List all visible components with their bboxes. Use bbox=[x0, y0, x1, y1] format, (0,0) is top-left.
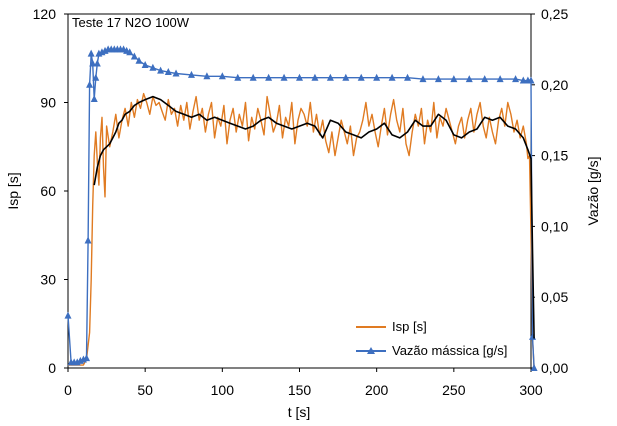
y-tick-label: 120 bbox=[33, 6, 57, 22]
legend-isp-label: Isp [s] bbox=[392, 319, 427, 334]
legend: Isp [s] Vazão mássica [g/s] bbox=[356, 319, 507, 358]
series-layer bbox=[64, 45, 538, 371]
y-tick-label: 0 bbox=[48, 360, 56, 376]
x-tick-label: 0 bbox=[64, 382, 72, 398]
y-axis-title: Isp [s] bbox=[5, 172, 21, 209]
mass-flow-point bbox=[87, 49, 95, 57]
mass-flow-point bbox=[126, 48, 134, 56]
legend-flow-marker bbox=[367, 347, 375, 354]
mass-flow-point bbox=[141, 60, 149, 68]
mass-flow-point bbox=[249, 73, 257, 81]
y2-tick-label: 0,10 bbox=[541, 218, 568, 234]
mass-flow-point bbox=[92, 73, 100, 81]
mass-flow-point bbox=[481, 75, 489, 83]
mass-flow-point bbox=[373, 73, 381, 81]
y-tick-label: 30 bbox=[40, 272, 56, 288]
y2-tick-label: 0,15 bbox=[541, 148, 568, 164]
y-tick-label: 90 bbox=[40, 95, 56, 111]
mass-flow-point bbox=[164, 68, 172, 76]
mass-flow-point bbox=[527, 76, 535, 84]
x-tick-label: 300 bbox=[519, 382, 543, 398]
moving-average-line bbox=[93, 95, 535, 339]
mass-flow-point bbox=[130, 52, 138, 60]
mass-flow-point bbox=[84, 236, 92, 244]
x-tick-label: 100 bbox=[211, 382, 235, 398]
mass-flow-point bbox=[357, 73, 365, 81]
chart-annotation: Teste 17 N2O 100W bbox=[72, 15, 190, 30]
mass-flow-point bbox=[512, 75, 520, 83]
mass-flow-point bbox=[280, 73, 288, 81]
isp-series-line bbox=[68, 92, 535, 369]
mass-flow-point bbox=[203, 72, 211, 80]
mass-flow-point bbox=[187, 70, 195, 78]
left-axis-ticks: 0 30 60 90 120 bbox=[33, 6, 68, 376]
mass-flow-point bbox=[326, 73, 334, 81]
mass-flow-point bbox=[388, 73, 396, 81]
mass-flow-point bbox=[419, 75, 427, 83]
y2-tick-label: 0,20 bbox=[541, 77, 568, 93]
x-tick-label: 50 bbox=[137, 382, 153, 398]
mass-flow-point bbox=[135, 56, 143, 64]
y-tick-label: 60 bbox=[40, 183, 56, 199]
mass-flow-point bbox=[83, 354, 91, 362]
mass-flow-point bbox=[434, 75, 442, 83]
mass-flow-point bbox=[342, 73, 350, 81]
plot-area bbox=[67, 13, 532, 369]
x-tick-label: 250 bbox=[442, 382, 466, 398]
x-axis-ticks: 0 50 100 150 200 250 300 bbox=[64, 368, 543, 398]
mass-flow-point bbox=[149, 63, 157, 71]
y2-tick-label: 0,05 bbox=[541, 289, 568, 305]
mass-flow-point bbox=[519, 76, 527, 84]
mass-flow-point bbox=[530, 364, 538, 371]
y2-axis-title: Vazão [g/s] bbox=[585, 156, 601, 225]
mass-flow-point bbox=[450, 75, 458, 83]
legend-flow-label: Vazão mássica [g/s] bbox=[392, 343, 507, 358]
mass-flow-point bbox=[496, 75, 504, 83]
mass-flow-point bbox=[265, 73, 273, 81]
mass-flow-point bbox=[89, 59, 97, 67]
mass-flow-point bbox=[465, 75, 473, 83]
mass-flow-point bbox=[93, 59, 101, 67]
mass-flow-point bbox=[90, 94, 98, 102]
x-tick-label: 200 bbox=[365, 382, 389, 398]
mass-flow-point bbox=[172, 69, 180, 77]
y2-tick-label: 0,00 bbox=[541, 360, 568, 376]
mass-flow-point bbox=[296, 73, 303, 81]
x-axis-title: t [s] bbox=[288, 404, 311, 420]
y2-tick-label: 0,25 bbox=[541, 6, 568, 22]
mass-flow-point bbox=[404, 73, 412, 81]
mass-flow-point bbox=[86, 80, 94, 88]
mass-flow-point bbox=[157, 66, 165, 74]
x-tick-label: 150 bbox=[288, 382, 312, 398]
right-axis-ticks: 0,00 0,05 0,10 0,15 0,20 0,25 bbox=[531, 6, 568, 376]
mass-flow-point bbox=[218, 72, 226, 80]
mass-flow-point bbox=[311, 73, 319, 81]
mass-flow-point bbox=[64, 311, 72, 319]
mass-flow-point bbox=[234, 73, 242, 81]
